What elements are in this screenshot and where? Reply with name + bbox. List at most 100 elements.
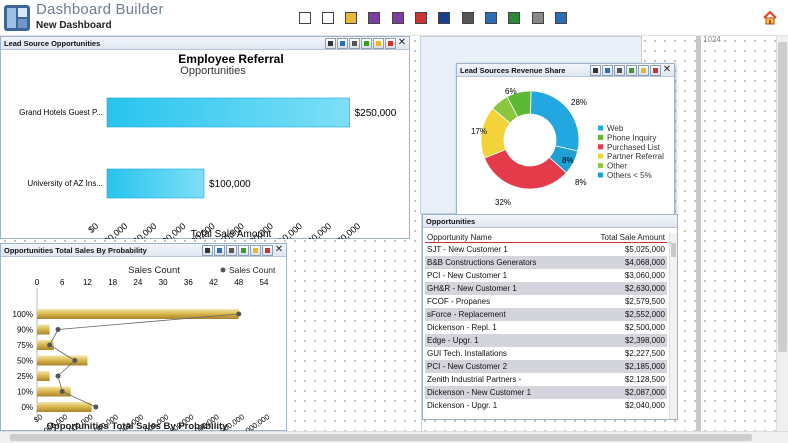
sale-amount-cell: $2,398,000 xyxy=(624,336,665,345)
bar xyxy=(106,168,205,199)
sale-amount-cell: $5,025,000 xyxy=(624,245,665,254)
tick-label: $30,000 xyxy=(98,221,129,239)
bar xyxy=(37,355,88,366)
sales-count-point xyxy=(93,404,99,410)
horizontal-scrollbar[interactable] xyxy=(0,431,788,443)
chart-type-icon[interactable] xyxy=(626,65,637,76)
open-folder-icon[interactable] xyxy=(344,10,359,25)
legend-swatch xyxy=(220,267,226,273)
legend-entry: Purchased List xyxy=(607,143,661,152)
link-icon[interactable] xyxy=(226,245,237,256)
link-icon[interactable] xyxy=(349,38,360,49)
filter-icon[interactable] xyxy=(250,245,261,256)
export-icon[interactable] xyxy=(650,65,661,76)
lead-source-panel[interactable]: Lead Source Opportunities ✕ Employee Ref… xyxy=(0,36,410,239)
revenue-share-panel[interactable]: Lead Sources Revenue Share ✕ 28% 8% 32% 17%… xyxy=(456,63,675,240)
settings-icon[interactable] xyxy=(530,10,545,25)
app-title: Dashboard Builder xyxy=(36,1,164,18)
table-row[interactable]: PCI - New Customer 1 $3,060,000 xyxy=(425,269,667,282)
table-row[interactable]: B&B Constructions Generators $4,068,000 xyxy=(425,256,667,269)
table-row[interactable]: GUI Tech. Installations $2,227,500 xyxy=(425,347,667,360)
bar xyxy=(37,402,92,412)
sales-count-point xyxy=(59,389,65,394)
home-icon[interactable] xyxy=(761,9,778,26)
sale-amount-cell: $2,500,000 xyxy=(624,323,665,332)
refresh-icon[interactable] xyxy=(553,10,568,25)
data-label: $100,000 xyxy=(209,179,251,190)
filter-icon[interactable] xyxy=(373,38,384,49)
chart-type-icon[interactable] xyxy=(361,38,372,49)
table-row[interactable]: PCI - New Customer 2 $2,185,000 xyxy=(425,360,667,373)
filter-icon[interactable] xyxy=(638,65,649,76)
table-row[interactable]: Edge - Upgr. 1 $2,398,000 xyxy=(425,334,667,347)
grid-icon[interactable] xyxy=(460,10,475,25)
legend-entry: Sales Count xyxy=(229,265,276,275)
panel-title: Opportunities xyxy=(423,215,677,228)
publish-icon[interactable] xyxy=(437,10,452,25)
panel-buttons: ✕ xyxy=(325,38,407,49)
tick-label: $210,000 xyxy=(269,221,304,239)
table-row[interactable]: GH&R - New Customer 1 $2,630,000 xyxy=(425,282,667,295)
table-row[interactable]: SJT - New Customer 1 $5,025,000 xyxy=(425,243,667,256)
opportunities-table-panel[interactable]: Opportunities Opportunity Name Total Sal… xyxy=(422,214,678,420)
secondary-tick-label: 18 xyxy=(108,278,117,287)
dashboard-name: New Dashboard xyxy=(36,20,112,31)
delete-icon[interactable] xyxy=(414,10,429,25)
opportunity-name-cell: GUI Tech. Installations xyxy=(427,349,507,358)
category-label: University of AZ Ins... xyxy=(27,179,103,188)
table-row[interactable]: sForce - Replacement $2,552,000 xyxy=(425,308,667,321)
chart-subtitle: Opportunities xyxy=(180,65,246,77)
legend-swatch xyxy=(598,153,603,159)
export-icon[interactable] xyxy=(385,38,396,49)
sale-amount-cell: $2,087,000 xyxy=(624,388,665,397)
image-icon[interactable] xyxy=(483,10,498,25)
export-icon[interactable] xyxy=(507,10,522,25)
edit-icon[interactable] xyxy=(202,245,213,256)
link-icon[interactable] xyxy=(614,65,625,76)
tick-label: $60,000 xyxy=(127,221,158,239)
probability-panel[interactable]: Opportunities Total Sales By Probability… xyxy=(0,243,287,431)
refresh-icon[interactable] xyxy=(602,65,613,76)
legend-entry: Phone Inquiry xyxy=(607,133,656,142)
close-icon[interactable]: ✕ xyxy=(662,64,672,75)
slice-label: 32% xyxy=(495,198,511,207)
export-icon[interactable] xyxy=(262,245,273,256)
sale-amount-cell: $2,185,000 xyxy=(624,362,665,371)
copy-document-icon[interactable] xyxy=(320,10,335,25)
column-opportunity-name[interactable]: Opportunity Name xyxy=(427,233,492,242)
edit-icon[interactable] xyxy=(590,65,601,76)
close-icon[interactable]: ✕ xyxy=(397,37,407,48)
table-row[interactable]: Dickenson - Repl. 1 $2,500,000 xyxy=(425,321,667,334)
column-total-sale-amount[interactable]: Total Sale Amount xyxy=(600,233,665,242)
horizontal-scroll-thumb[interactable] xyxy=(10,434,752,441)
opportunity-name-cell: sForce - Replacement xyxy=(427,310,506,319)
secondary-tick-label: 30 xyxy=(159,278,168,287)
category-label: 50% xyxy=(17,357,33,366)
chart-type-icon[interactable] xyxy=(238,245,249,256)
refresh-icon[interactable] xyxy=(214,245,225,256)
opportunity-name-cell: GH&R - New Customer 1 xyxy=(427,284,517,293)
category-label: 0% xyxy=(21,403,33,412)
vertical-scroll-thumb[interactable] xyxy=(778,42,787,352)
table-row[interactable]: Dickenson - New Customer 1 $2,087,000 xyxy=(425,386,667,399)
close-icon[interactable]: ✕ xyxy=(274,244,284,255)
table-row[interactable]: FCOF - Propanes $2,579,500 xyxy=(425,295,667,308)
bar xyxy=(37,309,239,319)
table-scrollbar[interactable] xyxy=(669,233,677,419)
dashboard-canvas[interactable]: 1024 Lead Source Opportunities ✕ Employe… xyxy=(0,36,776,431)
panel-buttons: ✕ xyxy=(202,245,284,256)
table-scroll-thumb[interactable] xyxy=(671,243,676,257)
legend-swatch xyxy=(598,144,603,150)
save-as-icon[interactable] xyxy=(390,10,405,25)
save-icon[interactable] xyxy=(367,10,382,25)
legend-swatch xyxy=(598,172,603,178)
vertical-scrollbar[interactable] xyxy=(776,36,788,431)
table-row[interactable]: Dickenson - Upgr. 1 $2,040,000 xyxy=(425,399,667,412)
opportunity-name-cell: Dickenson - New Customer 1 xyxy=(427,388,532,397)
edit-icon[interactable] xyxy=(325,38,336,49)
refresh-icon[interactable] xyxy=(337,38,348,49)
table-row[interactable]: Zenith Industrial Partners - $2,128,500 xyxy=(425,373,667,386)
sale-amount-cell: $3,060,000 xyxy=(624,271,665,280)
new-document-icon[interactable] xyxy=(297,10,312,25)
